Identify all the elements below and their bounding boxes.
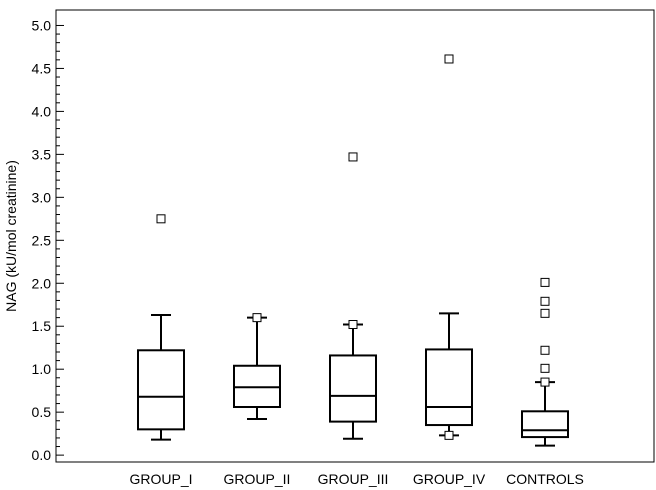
x-axis: GROUP_I GROUP_II GROUP_III GROUP_IV CONTROLS: [129, 471, 583, 487]
box-group-i: [137, 214, 185, 441]
y-tick-label: 5.0: [32, 17, 52, 33]
x-category-label: GROUP_I: [129, 471, 192, 487]
outlier-point: [540, 277, 550, 287]
y-tick-label: 0.5: [32, 404, 52, 420]
y-tick-label: 1.0: [32, 361, 52, 377]
y-tick-label: 3.5: [32, 146, 52, 162]
y-axis: 0.0 0.5 1.0 1.5 2.0 2.5 3.0 3.5 4.0 4.5 5.0: [32, 17, 64, 463]
y-axis-title: NAG (kU/mol creatinine): [3, 160, 19, 312]
box-group-iv: [425, 54, 473, 440]
y-tick-label: 3.0: [32, 189, 52, 205]
iqr-box: [137, 349, 185, 431]
plot-frame: [55, 9, 655, 463]
outlier-point: [540, 345, 550, 355]
x-category-label: GROUP_III: [318, 471, 389, 487]
outlier-point: [540, 377, 550, 387]
y-tick-label: 4.0: [32, 103, 52, 119]
box-controls: [521, 277, 569, 447]
box-group-iii: [329, 152, 377, 440]
x-category-label: GROUP_IV: [413, 471, 486, 487]
outlier-point: [156, 214, 166, 224]
iqr-box: [329, 354, 377, 423]
outlier-point: [348, 152, 358, 162]
iqr-box: [425, 348, 473, 427]
outlier-point: [540, 308, 550, 318]
y-tick-label: 2.0: [32, 275, 52, 291]
y-tick-label: 4.5: [32, 60, 52, 76]
y-tick-label: 1.5: [32, 318, 52, 334]
outlier-point: [444, 430, 454, 440]
iqr-box: [521, 410, 569, 439]
box-series: [137, 54, 569, 447]
outlier-point: [540, 296, 550, 306]
box-group-ii: [233, 313, 281, 421]
outlier-point: [444, 54, 454, 64]
y-tick-label: 0.0: [32, 447, 52, 463]
x-category-label: GROUP_II: [224, 471, 291, 487]
x-category-label: CONTROLS: [506, 471, 584, 487]
outlier-point: [540, 363, 550, 373]
y-tick-label: 2.5: [32, 232, 52, 248]
outlier-point: [348, 320, 358, 330]
outlier-point: [252, 313, 262, 323]
